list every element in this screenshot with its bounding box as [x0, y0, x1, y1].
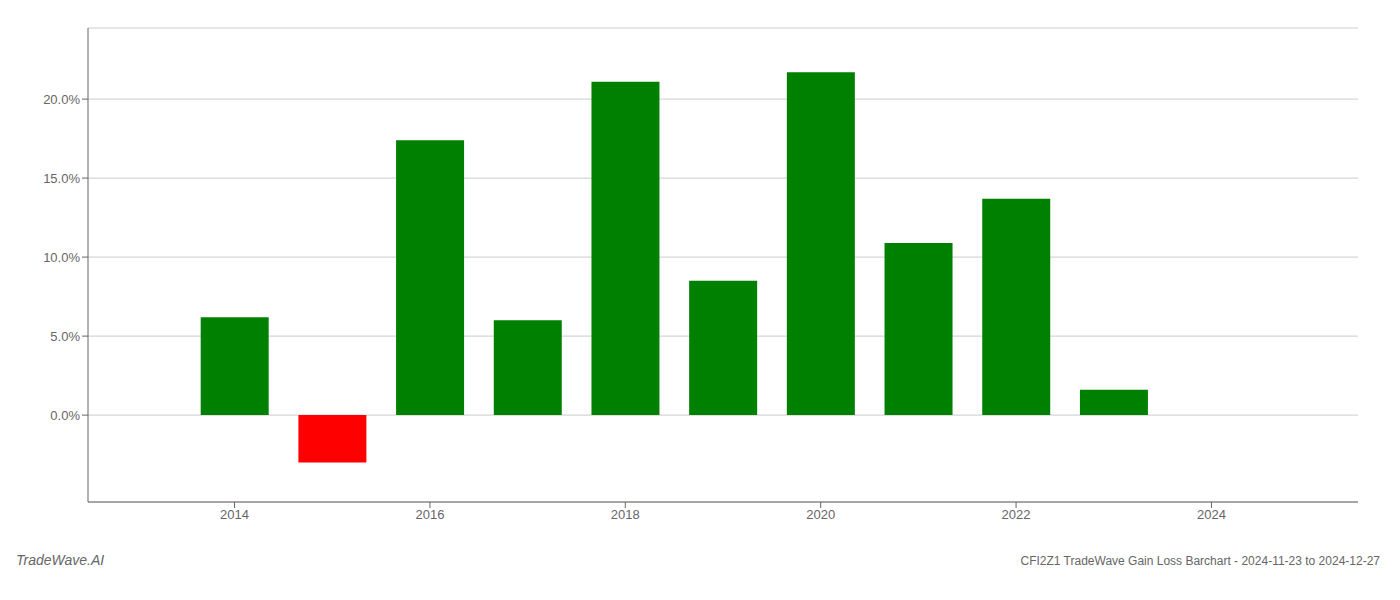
- html-text:TradeWave.AI: TradeWave.AI: [16, 552, 105, 568]
- svg-text:2018: 2018: [611, 507, 640, 522]
- svg-text:2024: 2024: [1197, 507, 1226, 522]
- svg-text:2020: 2020: [806, 507, 835, 522]
- svg-text:0.0%: 0.0%: [50, 408, 80, 423]
- svg-text:5.0%: 5.0%: [50, 329, 80, 344]
- html-text:CFI2Z1 TradeWave Gain Loss Bar: CFI2Z1 TradeWave Gain Loss Barchart - 20…: [1020, 554, 1380, 568]
- svg-text:2016: 2016: [415, 507, 444, 522]
- svg-text:20.0%: 20.0%: [43, 92, 80, 107]
- svg-text:2014: 2014: [220, 507, 249, 522]
- svg-text:10.0%: 10.0%: [43, 250, 80, 265]
- svg-text:2022: 2022: [1002, 507, 1031, 522]
- svg-text:15.0%: 15.0%: [43, 171, 80, 186]
